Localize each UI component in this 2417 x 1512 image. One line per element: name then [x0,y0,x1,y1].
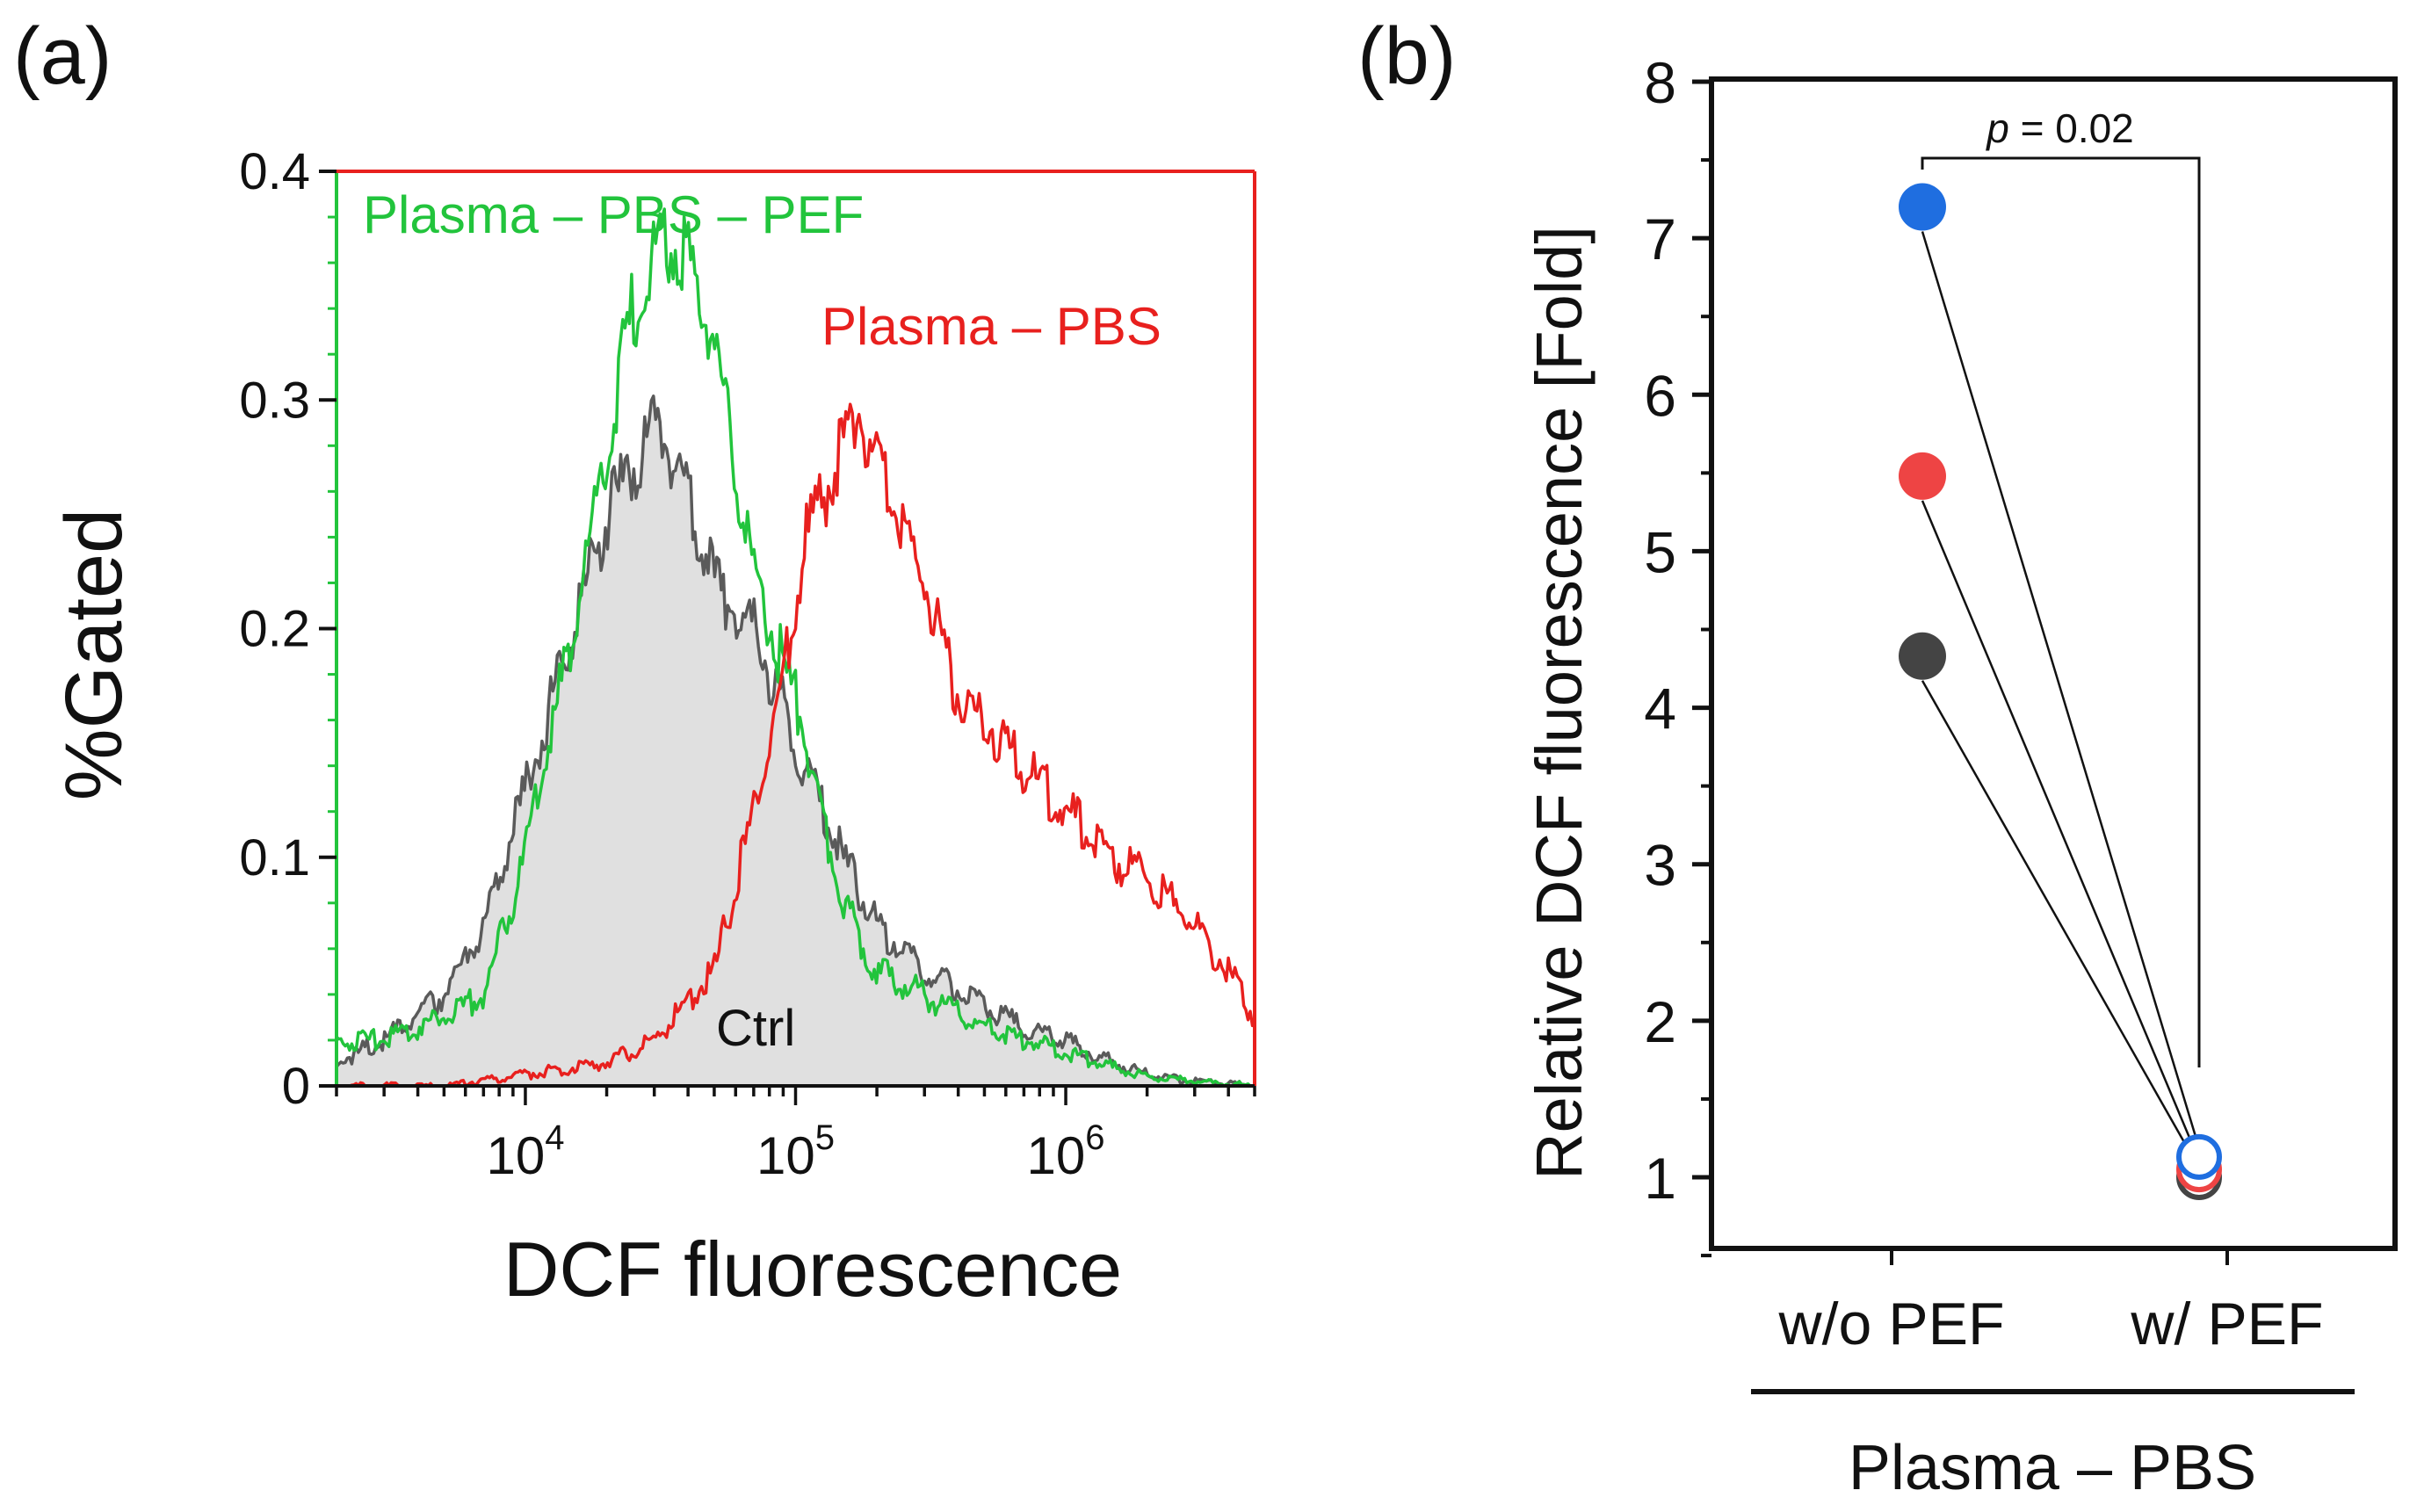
y-ticks-b: 1 2 3 4 5 6 7 8 [1644,50,1711,1258]
panel-label-b: (b) [1357,11,1456,101]
scatter-panel: 1 2 3 4 5 6 7 8 p = 0.02 w/o PEF w/ PEF Plasma … [1523,50,2398,1503]
y-axis-label-b: Relative DCF fluorescence [Fold] [1523,226,1596,1180]
connector-line [1921,231,2201,1149]
y-tick-label-b: 1 [1644,1146,1676,1211]
category-label-w-pef: w/ PEF [2130,1291,2323,1357]
y-tick-label: 0.4 [239,143,310,200]
y-tick-label-b: 6 [1644,363,1676,428]
x-axis-label: DCF fluorescence [503,1226,1122,1313]
y-tick-label-b: 7 [1644,206,1676,271]
plot-frame [1709,76,2398,1251]
y-tick-label-b: 4 [1644,676,1676,742]
x-tick-label: 105 [756,1118,835,1185]
x-tick-label: 106 [1027,1118,1105,1185]
ctrl-area-layer [336,395,1255,1086]
y-axis-label: %Gated [49,509,139,800]
histogram-lines-layer [335,207,1256,1088]
x-ticks: 104 105 106 [335,1086,1256,1185]
p-value-label: p = 0.02 [1985,105,2134,151]
y-tick-label: 0.2 [239,601,310,658]
y-tick-label: 0.3 [239,372,310,429]
y-tick-label-b: 5 [1644,519,1676,584]
series-line-1 [335,207,1255,1088]
series-area-ctrl [336,395,1255,1086]
y-tick-label-b: 2 [1644,989,1676,1054]
paired-lines [1921,231,2201,1169]
point-without-pef [1899,452,1946,500]
panel-label-a: (a) [13,11,112,101]
y-tick-label: 0.1 [239,829,310,886]
y-tick-label-b: 3 [1644,833,1676,898]
connector-line [1921,680,2201,1169]
y-tick-label-b: 8 [1644,50,1676,115]
annotation-pef: Plasma – PBS – PEF [363,185,864,244]
category-label-wo-pef: w/o PEF [1778,1291,2005,1357]
data-points [1899,183,2222,1200]
series-line-0 [335,394,1255,1088]
histogram-panel: 0 0.1 0.2 0.3 0.4 104 105 106 Plasma – PBS – P… [49,143,1256,1313]
x-tick-label: 104 [486,1118,564,1185]
series-line-2 [336,402,1256,1088]
group-label: Plasma – PBS [1849,1433,2256,1503]
significance-bracket [1921,156,2201,1067]
point-without-pef [1899,632,1946,680]
connector-line [1921,500,2201,1161]
point-without-pef [1899,183,1946,231]
annotation-ctrl: Ctrl [716,1000,795,1057]
y-ticks: 0 0.1 0.2 0.3 0.4 [239,143,336,1115]
point-with-pef [2176,1133,2222,1180]
y-tick-label: 0 [282,1058,310,1115]
annotation-pbs: Plasma – PBS [821,297,1161,356]
